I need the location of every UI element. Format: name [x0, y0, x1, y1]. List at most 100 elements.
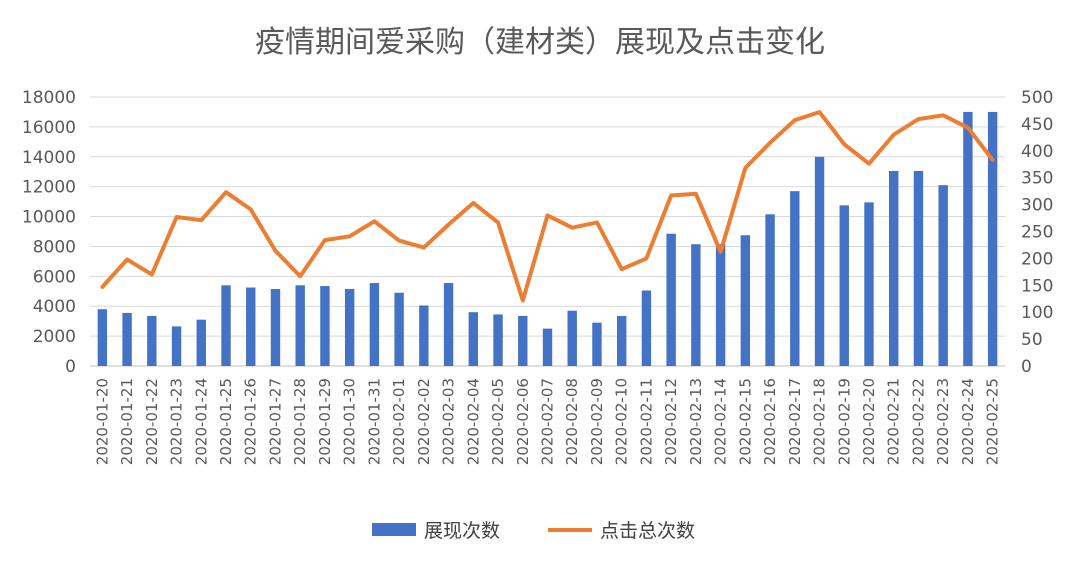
- x-tick-label: 2020-02-04: [464, 378, 482, 465]
- right-y-tick-label: 150: [1021, 276, 1053, 296]
- left-y-tick-label: 16000: [22, 118, 76, 138]
- x-tick-label: 2020-02-16: [761, 378, 779, 465]
- x-tick-label: 2020-02-17: [786, 378, 804, 465]
- bar: [715, 244, 726, 366]
- x-tick-label: 2020-02-06: [514, 378, 532, 465]
- bar: [740, 235, 751, 366]
- bar: [790, 191, 800, 366]
- x-tick-label: 2020-02-12: [662, 378, 680, 465]
- bar: [987, 111, 998, 366]
- x-tick-label: 2020-01-27: [266, 378, 284, 465]
- x-tick-label: 2020-02-14: [712, 378, 730, 465]
- x-tick-label: 2020-01-22: [143, 378, 161, 465]
- left-y-tick-label: 0: [65, 357, 76, 377]
- x-tick-label: 2020-01-29: [316, 378, 334, 465]
- right-y-tick-label: 250: [1021, 223, 1053, 243]
- x-tick-label: 2020-02-10: [613, 378, 631, 465]
- bar: [394, 292, 404, 366]
- left-y-tick-label: 4000: [33, 297, 76, 317]
- x-tick-label: 2020-02-07: [539, 378, 557, 465]
- bar: [344, 289, 355, 366]
- bar: [419, 305, 429, 366]
- x-tick-label: 2020-02-20: [860, 378, 878, 465]
- x-tick-label: 2020-02-13: [687, 378, 705, 465]
- right-y-tick-label: 100: [1021, 303, 1053, 323]
- bar: [765, 214, 775, 366]
- chart-title: 疫情期间爱采购（建材类）展现及点击变化: [255, 25, 825, 60]
- bar: [938, 185, 948, 366]
- bar: [196, 319, 206, 366]
- x-tick-label: 2020-02-03: [440, 378, 458, 465]
- bar: [913, 170, 924, 366]
- left-y-tick-label: 10000: [22, 208, 76, 228]
- series-line: [100, 110, 995, 303]
- x-tick-label: 2020-02-05: [489, 378, 507, 465]
- x-tick-label: 2020-01-30: [341, 378, 359, 465]
- left-y-tick-label: 6000: [33, 267, 76, 287]
- legend: 展现次数 点击总次数: [372, 520, 695, 542]
- left-y-axis: 0 2000 4000 6000 8000 10000 12000 14000 16000 180…: [22, 88, 76, 377]
- bar: [616, 315, 627, 366]
- left-y-tick-label: 2000: [33, 327, 76, 347]
- x-tick-label: 2020-02-01: [390, 378, 408, 465]
- bar: [666, 233, 676, 366]
- bar: [889, 170, 899, 366]
- bar: [122, 312, 132, 366]
- bar: [592, 322, 602, 366]
- x-tick-label: 2020-01-20: [93, 378, 111, 465]
- right-y-tick-label: 500: [1021, 88, 1053, 108]
- right-y-tick-label: 200: [1021, 249, 1053, 269]
- bar: [443, 283, 454, 366]
- bar: [147, 315, 157, 366]
- bar: [963, 111, 973, 366]
- bar: [295, 285, 305, 366]
- bar: [493, 314, 503, 366]
- left-y-tick-label: 8000: [33, 237, 76, 257]
- left-y-tick-label: 12000: [22, 178, 76, 198]
- x-tick-label: 2020-01-31: [365, 378, 383, 465]
- bar: [542, 328, 553, 366]
- legend-label-bars: 展现次数: [424, 520, 500, 542]
- x-tick-label: 2020-01-24: [192, 378, 210, 465]
- x-tick-label: 2020-02-22: [909, 378, 927, 465]
- bar-series: [97, 111, 998, 366]
- legend-swatch-bars: [372, 523, 416, 536]
- bar: [246, 287, 256, 366]
- x-tick-label: 2020-02-15: [736, 378, 754, 465]
- left-y-tick-label: 14000: [22, 148, 76, 168]
- right-y-tick-label: 0: [1021, 357, 1032, 377]
- bar: [864, 202, 874, 366]
- bar: [270, 289, 281, 366]
- x-tick-label: 2020-02-18: [811, 378, 829, 465]
- line-series: [100, 110, 995, 303]
- legend-label-line: 点击总次数: [600, 520, 695, 542]
- x-tick-label: 2020-02-25: [984, 378, 1002, 465]
- x-tick-label: 2020-02-21: [885, 378, 903, 465]
- bar: [814, 156, 825, 366]
- right-y-tick-label: 300: [1021, 196, 1053, 216]
- right-y-tick-label: 50: [1021, 330, 1043, 350]
- bar: [97, 309, 108, 366]
- x-axis: 2020-01-20 2020-01-21 2020-01-22 2020-01-23…: [93, 378, 1001, 465]
- bar: [369, 283, 380, 366]
- x-tick-label: 2020-01-25: [217, 378, 235, 465]
- bar: [839, 205, 849, 366]
- x-tick-label: 2020-02-23: [934, 378, 952, 465]
- x-tick-label: 2020-01-23: [168, 378, 186, 465]
- bar: [171, 326, 182, 366]
- right-y-tick-label: 350: [1021, 169, 1053, 189]
- right-y-axis: 0 50 100 150 200 250 300 350 400 450 500: [1021, 88, 1053, 377]
- x-tick-label: 2020-02-11: [637, 378, 655, 465]
- x-tick-label: 2020-01-21: [118, 378, 136, 465]
- x-tick-label: 2020-01-28: [291, 378, 309, 465]
- left-y-tick-label: 18000: [22, 88, 76, 108]
- bar: [468, 312, 479, 366]
- x-tick-label: 2020-01-26: [242, 378, 260, 465]
- bar: [320, 286, 330, 366]
- x-tick-label: 2020-02-19: [835, 378, 853, 465]
- x-tick-label: 2020-02-24: [959, 378, 977, 465]
- x-tick-label: 2020-02-09: [588, 378, 606, 465]
- bar: [518, 315, 528, 366]
